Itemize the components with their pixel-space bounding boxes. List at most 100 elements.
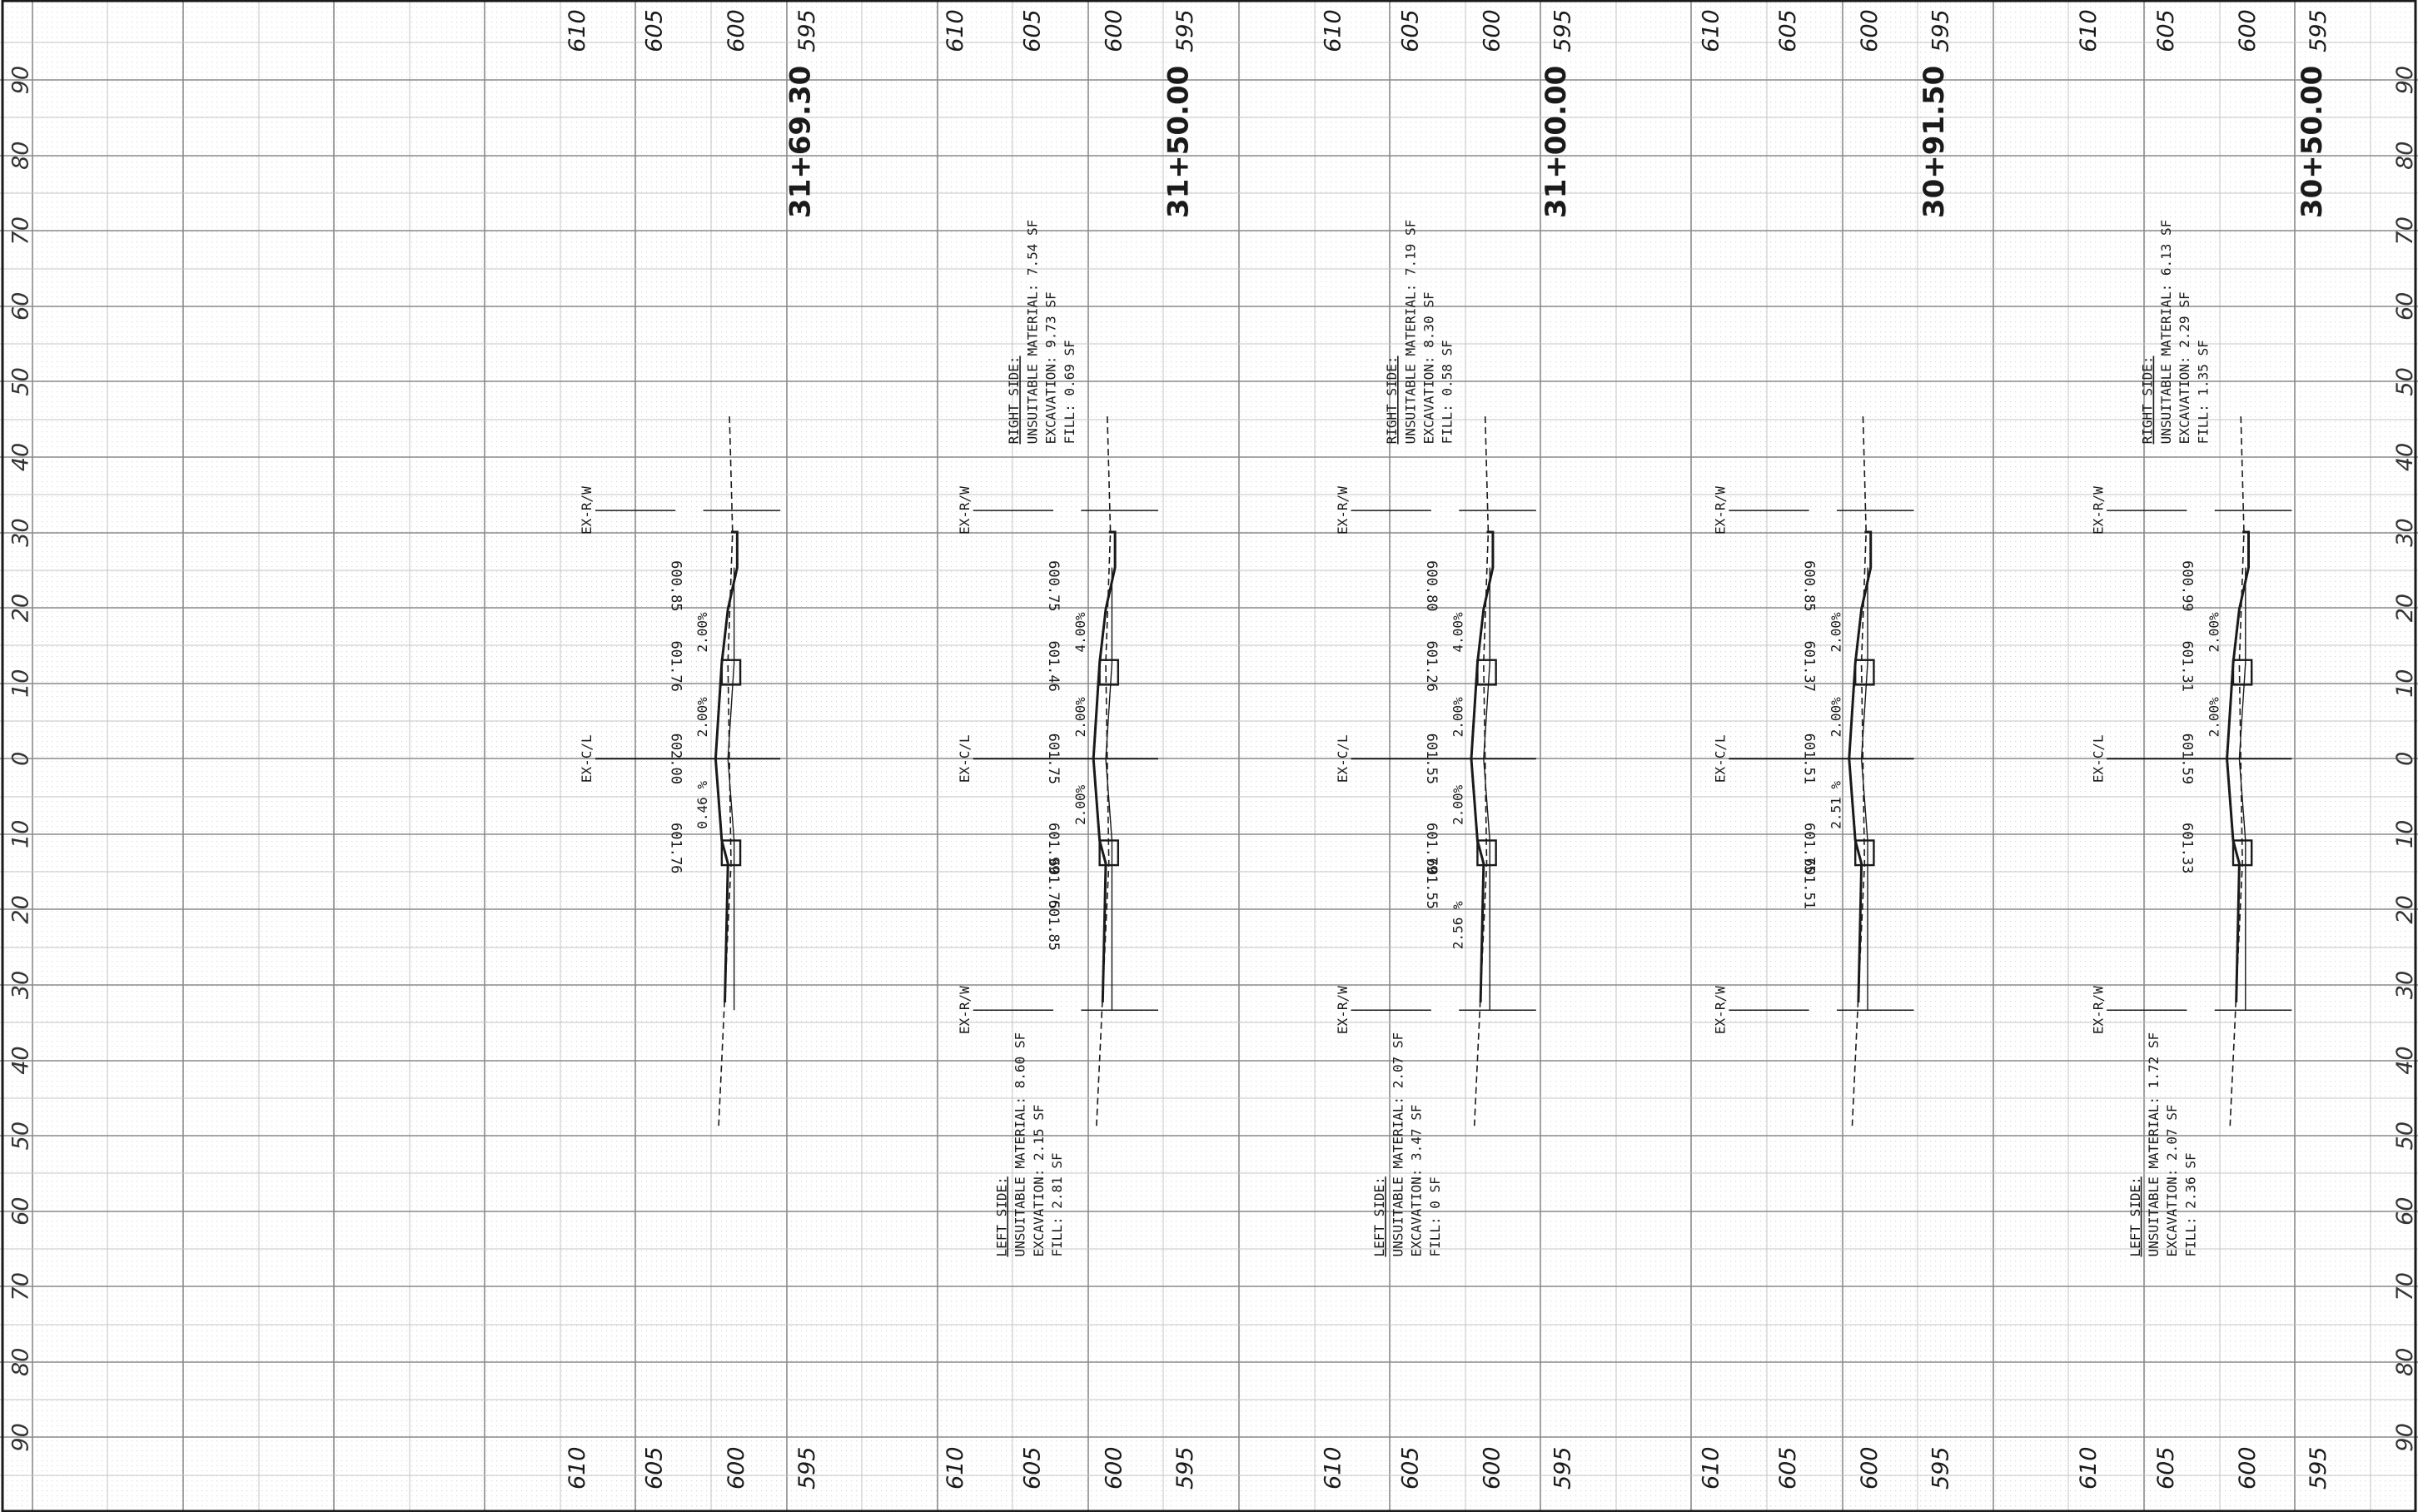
slope-label: 2.00% xyxy=(1450,697,1466,738)
section-4: 610 610 605 605 600 600 595 595 30+50.00 EX-C/L EX… xyxy=(2076,9,2331,1490)
elevation-label-top: 605 xyxy=(2153,9,2179,52)
curb-box xyxy=(1476,839,1497,867)
elevation-callout: 602.00 xyxy=(667,734,684,784)
left-side-line: EXCAVATION: 2.07 SF xyxy=(2164,1105,2180,1257)
elevation-label-bottom: 595 xyxy=(1550,1447,1576,1490)
right-side-notes: RIGHT SIDE: UNSUITABLE MATERIAL: 6.13 SF E… xyxy=(2140,220,2212,445)
offset-label-right: 40 xyxy=(2392,1046,2418,1074)
ex-rw-bottom-label: EX-R/W xyxy=(1713,986,1729,1034)
ex-cl-label: EX-C/L xyxy=(1335,734,1351,783)
elevation-label-bottom: 595 xyxy=(1172,1447,1198,1490)
offset-label-right: 50 xyxy=(2392,1122,2418,1150)
elevation-label-bottom: 605 xyxy=(1775,1447,1801,1490)
elevation-label-top: 595 xyxy=(1928,9,1953,52)
section-0: 610 610 605 605 600 600 595 595 31+69.30 EX-C/L EX… xyxy=(565,9,820,1490)
right-side-notes: RIGHT SIDE: UNSUITABLE MATERIAL: 7.54 SF E… xyxy=(1006,220,1077,445)
curb-box xyxy=(1098,659,1120,686)
elevation-callout: 601.46 xyxy=(1045,640,1062,691)
elevation-label-bottom: 595 xyxy=(1928,1447,1953,1490)
ex-cl-label: EX-C/L xyxy=(579,734,595,783)
section-1: 610 610 605 605 600 600 595 595 31+50.00 EX-C/L EX… xyxy=(943,9,1198,1490)
offset-label-right: 70 xyxy=(2392,216,2418,245)
curb-box xyxy=(1853,839,1875,867)
elevation-label-top: 610 xyxy=(2076,9,2102,52)
elevation-callout: 601.76 xyxy=(667,823,684,873)
offset-label-right: 30 xyxy=(2392,518,2418,546)
left-side-line: FILL: 2.36 SF xyxy=(2182,1152,2198,1256)
curb-box xyxy=(720,659,742,686)
offset-label-right: 50 xyxy=(2392,367,2418,395)
left-side-line: UNSUITABLE MATERIAL: 8.60 SF xyxy=(1012,1032,1028,1257)
offset-label-right: 60 xyxy=(2392,292,2418,321)
right-side-notes: RIGHT SIDE: UNSUITABLE MATERIAL: 7.19 SF E… xyxy=(1384,220,1455,445)
station-label: 30+50.00 xyxy=(2296,66,2329,218)
elevation-label-top: 595 xyxy=(794,9,820,52)
elevation-callout: 601.75 xyxy=(1801,823,1818,873)
offset-label-left: 30 xyxy=(7,971,33,999)
elevation-label-top: 600 xyxy=(1102,9,1127,52)
right-side-title: RIGHT SIDE: xyxy=(1384,356,1400,444)
slope-label: 4.00% xyxy=(1450,612,1466,653)
offset-label-right: 10 xyxy=(2392,820,2418,848)
offset-label-left: 10 xyxy=(7,820,33,848)
offset-label-left: 20 xyxy=(7,895,33,923)
slope-label: 2.00% xyxy=(1828,697,1843,738)
right-side-title: RIGHT SIDE: xyxy=(1006,356,1022,444)
right-side-line: UNSUITABLE MATERIAL: 7.19 SF xyxy=(1402,220,1418,445)
offset-label-left: 70 xyxy=(7,1272,33,1301)
right-side-line: EXCAVATION: 8.30 SF xyxy=(1420,291,1436,444)
elevation-label-top: 600 xyxy=(724,9,749,52)
elevation-label-top: 610 xyxy=(565,9,590,52)
curb-box xyxy=(2231,839,2253,867)
elevation-label-top: 600 xyxy=(1857,9,1883,52)
slope-label: 2.00% xyxy=(694,697,710,738)
elevation-callout: 601.75 xyxy=(1045,858,1062,909)
ex-rw-top-label: EX-R/W xyxy=(1335,486,1351,535)
elevation-label-top: 610 xyxy=(943,9,968,52)
subgrade-line xyxy=(1483,567,1490,1011)
slope-label: 4.00% xyxy=(1072,612,1088,653)
offset-label-left: 80 xyxy=(7,142,33,170)
elevation-label-bottom: 600 xyxy=(1857,1447,1883,1490)
offset-label-right: 80 xyxy=(2392,1348,2418,1376)
elevation-callout: 601.59 xyxy=(2178,734,2195,784)
elevation-callout: 601.31 xyxy=(2178,640,2195,691)
elevation-callout: 600.85 xyxy=(1801,560,1818,611)
offset-label-left: 80 xyxy=(7,1348,33,1376)
offset-label-left: 50 xyxy=(7,367,33,395)
elevation-label-bottom: 610 xyxy=(943,1447,968,1490)
offset-label-left: 90 xyxy=(7,66,33,94)
left-side-title: LEFT SIDE: xyxy=(2127,1176,2143,1256)
elevation-label-top: 595 xyxy=(1172,9,1198,52)
elevation-callout: 601.85 xyxy=(1045,900,1062,951)
sections: 610 610 605 605 600 600 595 595 31+69.30 EX-C/L EX… xyxy=(565,9,2331,1490)
offset-label-right: 80 xyxy=(2392,142,2418,170)
elevation-callout: 601.99 xyxy=(1045,823,1062,873)
subgrade-line xyxy=(1105,567,1113,1011)
offset-label-left: 10 xyxy=(7,669,33,698)
offset-label-right: 0 xyxy=(2392,752,2418,766)
left-side-title: LEFT SIDE: xyxy=(1371,1176,1387,1256)
elevation-label-bottom: 605 xyxy=(1019,1447,1045,1490)
elevation-callout: 600.75 xyxy=(1045,560,1062,611)
offset-label-left: 50 xyxy=(7,1122,33,1150)
left-side-line: FILL: 0 SF xyxy=(1427,1176,1443,1256)
section-2: 610 610 605 605 600 600 595 595 31+00.00 EX-C/L EX… xyxy=(1321,9,1576,1490)
elevation-label-bottom: 595 xyxy=(2306,1447,2331,1490)
offset-label-left: 0 xyxy=(7,752,33,766)
ex-rw-bottom-label: EX-R/W xyxy=(2090,986,2106,1034)
right-side-line: UNSUITABLE MATERIAL: 6.13 SF xyxy=(2158,220,2174,445)
ex-cl-label: EX-C/L xyxy=(2090,734,2106,783)
elevation-label-bottom: 595 xyxy=(794,1447,820,1490)
left-side-line: EXCAVATION: 3.47 SF xyxy=(1409,1105,1425,1257)
station-label: 30+91.50 xyxy=(1918,66,1951,218)
offset-label-left: 60 xyxy=(7,1197,33,1226)
ex-rw-top-label: EX-R/W xyxy=(957,486,973,535)
elevation-callout: 601.37 xyxy=(1801,640,1818,691)
right-side-line: FILL: 1.35 SF xyxy=(2195,340,2211,444)
offset-label-right: 10 xyxy=(2392,669,2418,698)
